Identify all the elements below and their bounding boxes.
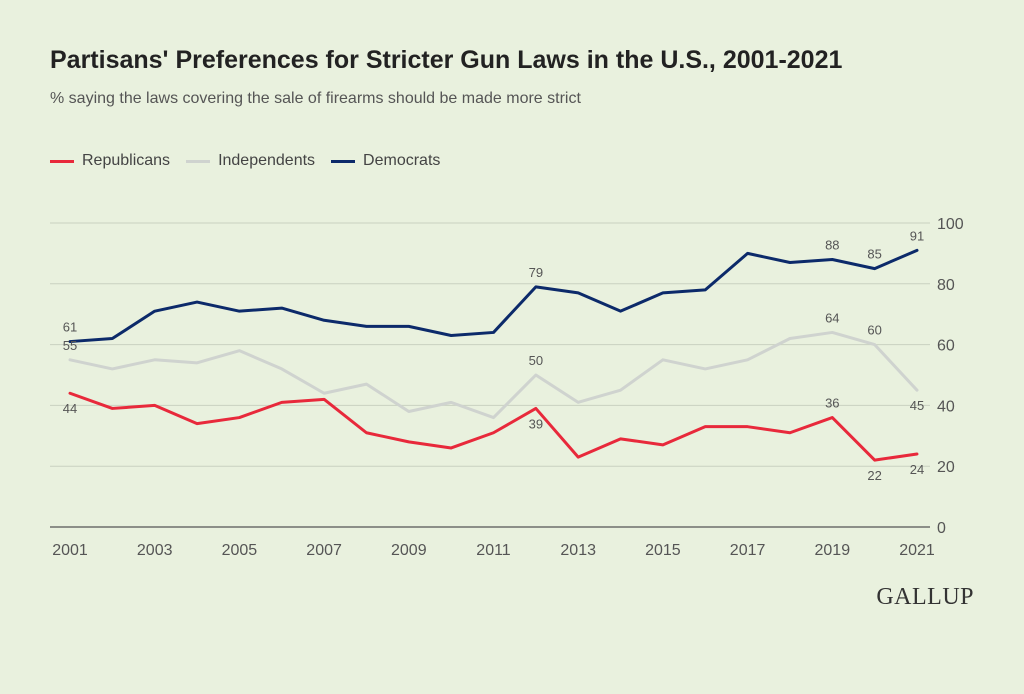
x-tick-label-2019: 2019 — [815, 542, 851, 559]
legend-label-independents: Independents — [218, 152, 316, 169]
data-label-independents-2019: 64 — [825, 310, 839, 325]
x-tick-label-2013: 2013 — [560, 542, 596, 559]
data-label-republicans-2001: 44 — [63, 401, 77, 416]
y-tick-label-40: 40 — [937, 398, 955, 415]
legend-label-republicans: Republicans — [82, 152, 171, 169]
data-label-democrats-2012: 79 — [529, 265, 543, 280]
x-tick-label-2015: 2015 — [645, 542, 681, 559]
data-label-independents-2021: 45 — [910, 398, 924, 413]
legend-swatch-republicans — [50, 159, 74, 163]
y-tick-label-80: 80 — [937, 277, 955, 294]
legend: Republicans Independents Democrats — [50, 152, 440, 170]
data-label-independents-2012: 50 — [529, 353, 543, 368]
series-line-independents — [68, 330, 919, 420]
gallup-logo: GALLUP — [876, 584, 974, 610]
y-tick-label-20: 20 — [937, 459, 955, 476]
legend-swatch-independents — [186, 159, 211, 163]
data-label-republicans-2021: 24 — [910, 462, 924, 477]
legend-label-democrats: Democrats — [363, 152, 441, 169]
data-label-republicans-2019: 36 — [825, 396, 839, 411]
series-line-democrats — [68, 248, 919, 344]
legend-swatch-democrats — [331, 159, 356, 163]
y-tick-label-0: 0 — [937, 520, 946, 537]
legend-item-democrats: Democrats — [331, 152, 440, 170]
data-label-democrats-2001: 61 — [63, 320, 77, 335]
x-tick-label-2005: 2005 — [222, 542, 258, 559]
data-label-democrats-2021: 91 — [910, 228, 924, 243]
data-label-republicans-2012: 39 — [529, 416, 543, 431]
x-tick-label-2003: 2003 — [137, 542, 173, 559]
chart-subtitle: % saying the laws covering the sale of f… — [50, 90, 581, 107]
data-label-independents-2020: 60 — [867, 323, 881, 338]
x-tick-label-2017: 2017 — [730, 542, 766, 559]
y-tick-label-100: 100 — [937, 216, 964, 233]
y-tick-label-60: 60 — [937, 338, 955, 355]
data-label-independents-2001: 55 — [63, 338, 77, 353]
data-label-democrats-2020: 85 — [867, 247, 881, 262]
x-tick-label-2007: 2007 — [306, 542, 342, 559]
chart-title: Partisans' Preferences for Stricter Gun … — [50, 46, 843, 74]
x-tick-label-2021: 2021 — [899, 542, 935, 559]
x-tick-label-2001: 2001 — [52, 542, 88, 559]
x-tick-label-2011: 2011 — [476, 542, 511, 559]
legend-item-independents: Independents — [186, 152, 315, 170]
x-tick-label-2009: 2009 — [391, 542, 427, 559]
data-label-democrats-2019: 88 — [825, 237, 839, 252]
series-line-republicans — [68, 391, 919, 462]
legend-item-republicans: Republicans — [50, 152, 170, 170]
data-label-republicans-2020: 22 — [867, 468, 881, 483]
